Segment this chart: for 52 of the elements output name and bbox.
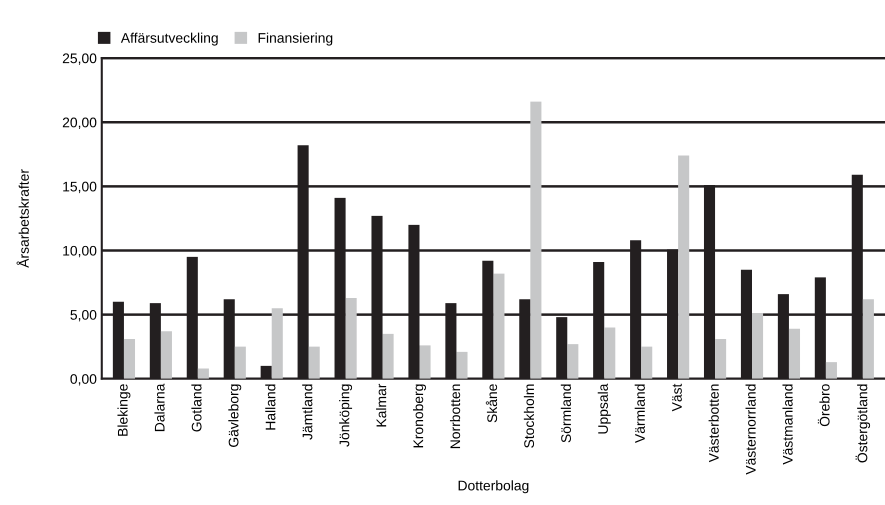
bar xyxy=(234,346,246,379)
bar xyxy=(641,346,652,379)
x-tick-label: Västernorrland xyxy=(746,384,756,475)
bar xyxy=(160,331,172,379)
bar xyxy=(456,352,468,379)
bar xyxy=(826,362,837,379)
x-tick-label: Kronoberg xyxy=(413,384,426,448)
x-axis-title: Dotterbolag xyxy=(458,480,528,494)
x-tick-label: Skåne xyxy=(486,384,498,422)
y-tick-label: 15,00 xyxy=(63,182,96,194)
y-tick-label: 0,00 xyxy=(70,374,96,386)
x-tick-label: Uppsala xyxy=(598,384,611,434)
bar xyxy=(382,334,394,379)
x-tick-label: Norrbotten xyxy=(450,384,460,448)
bar xyxy=(715,338,726,379)
x-tick-label: Jämtland xyxy=(302,384,312,440)
y-tick-label: 10,00 xyxy=(63,246,96,258)
x-tick-label: Sörmland xyxy=(560,384,572,442)
legend-label: Affärsutveckling xyxy=(120,32,218,46)
x-tick-label: Västmanland xyxy=(782,384,793,465)
bar xyxy=(346,298,357,379)
x-tick-label: Väst xyxy=(672,384,682,412)
y-tick-label: 20,00 xyxy=(62,118,96,130)
x-tick-label: Halland xyxy=(265,384,276,430)
bar xyxy=(567,344,578,379)
x-tick-label: Östergötland xyxy=(856,384,870,462)
x-tick-label: Blekinge xyxy=(117,384,130,436)
bar xyxy=(124,338,136,379)
bar xyxy=(530,102,542,379)
x-tick-label: Dalarna xyxy=(154,384,165,432)
bar xyxy=(752,313,764,379)
bar xyxy=(788,328,800,379)
bar xyxy=(604,327,616,379)
bar xyxy=(308,346,320,379)
y-tick-label: 5,00 xyxy=(70,310,96,322)
x-tick-label: Örebro xyxy=(818,384,830,426)
x-tick-label: Stockholm xyxy=(524,384,534,448)
bar xyxy=(678,156,690,379)
bar xyxy=(862,299,874,379)
legend-label: Finansiering xyxy=(258,32,332,46)
x-tick-label: Jönköping xyxy=(339,384,352,447)
bar xyxy=(198,368,209,379)
y-axis-title: Årsarbetskrafter xyxy=(16,169,29,268)
y-tick-label: 25,00 xyxy=(62,53,96,65)
x-tick-label: Gotland xyxy=(191,384,202,432)
x-tick-label: Västerbotten xyxy=(708,384,719,462)
x-tick-label: Kalmar xyxy=(376,384,386,426)
bar xyxy=(272,308,283,379)
x-tick-label: Värmland xyxy=(634,384,645,443)
bar xyxy=(420,345,431,379)
bar xyxy=(493,274,504,379)
x-tick-label: Gävleborg xyxy=(228,384,242,447)
